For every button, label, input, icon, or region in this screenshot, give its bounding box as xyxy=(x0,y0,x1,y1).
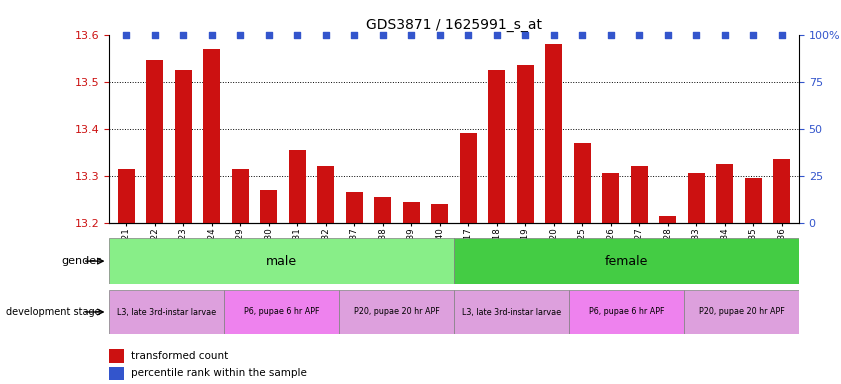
Point xyxy=(148,31,161,38)
Point xyxy=(320,31,333,38)
Bar xyxy=(631,166,648,223)
Bar xyxy=(109,367,124,380)
Text: development stage: development stage xyxy=(6,307,101,317)
Bar xyxy=(175,70,192,223)
Bar xyxy=(146,60,163,223)
Bar xyxy=(288,150,306,223)
Point xyxy=(234,31,247,38)
Text: L3, late 3rd-instar larvae: L3, late 3rd-instar larvae xyxy=(462,308,561,316)
Text: P6, pupae 6 hr APF: P6, pupae 6 hr APF xyxy=(589,308,664,316)
Bar xyxy=(374,197,391,223)
Bar xyxy=(745,178,762,223)
Point xyxy=(262,31,276,38)
Point xyxy=(575,31,589,38)
Bar xyxy=(109,290,225,334)
Bar xyxy=(569,290,684,334)
Point xyxy=(205,31,219,38)
Point xyxy=(547,31,561,38)
Text: male: male xyxy=(266,255,298,268)
Point xyxy=(347,31,361,38)
Bar xyxy=(574,143,591,223)
Bar xyxy=(688,173,705,223)
Bar xyxy=(717,164,733,223)
Bar xyxy=(204,49,220,223)
Point xyxy=(519,31,532,38)
Bar xyxy=(118,169,135,223)
Point xyxy=(462,31,475,38)
Text: gender: gender xyxy=(61,256,101,266)
Point xyxy=(718,31,732,38)
Point xyxy=(177,31,190,38)
Bar xyxy=(489,70,505,223)
Text: percentile rank within the sample: percentile rank within the sample xyxy=(131,368,307,378)
Bar xyxy=(109,238,454,284)
Bar xyxy=(659,216,676,223)
Point xyxy=(291,31,304,38)
Point xyxy=(490,31,504,38)
Point xyxy=(433,31,447,38)
Point xyxy=(690,31,703,38)
Text: P20, pupae 20 hr APF: P20, pupae 20 hr APF xyxy=(354,308,440,316)
Bar xyxy=(232,169,249,223)
Point xyxy=(775,31,789,38)
Bar xyxy=(261,190,278,223)
Text: L3, late 3rd-instar larvae: L3, late 3rd-instar larvae xyxy=(117,308,216,316)
Point xyxy=(405,31,418,38)
Point xyxy=(747,31,760,38)
Bar xyxy=(403,202,420,223)
Title: GDS3871 / 1625991_s_at: GDS3871 / 1625991_s_at xyxy=(366,18,542,32)
Text: female: female xyxy=(605,255,648,268)
Bar xyxy=(339,290,454,334)
Text: transformed count: transformed count xyxy=(131,351,228,361)
Bar xyxy=(431,204,448,223)
Bar xyxy=(774,159,791,223)
Point xyxy=(119,31,133,38)
Bar xyxy=(684,290,799,334)
Point xyxy=(376,31,389,38)
Bar xyxy=(109,349,124,363)
Bar xyxy=(454,238,799,284)
Bar xyxy=(225,290,339,334)
Point xyxy=(632,31,646,38)
Bar xyxy=(602,173,620,223)
Bar xyxy=(454,290,569,334)
Bar xyxy=(317,166,335,223)
Bar xyxy=(545,44,563,223)
Text: P20, pupae 20 hr APF: P20, pupae 20 hr APF xyxy=(699,308,785,316)
Bar xyxy=(346,192,363,223)
Point xyxy=(604,31,617,38)
Point xyxy=(661,31,674,38)
Bar xyxy=(460,133,477,223)
Text: P6, pupae 6 hr APF: P6, pupae 6 hr APF xyxy=(244,308,320,316)
Bar xyxy=(517,65,534,223)
